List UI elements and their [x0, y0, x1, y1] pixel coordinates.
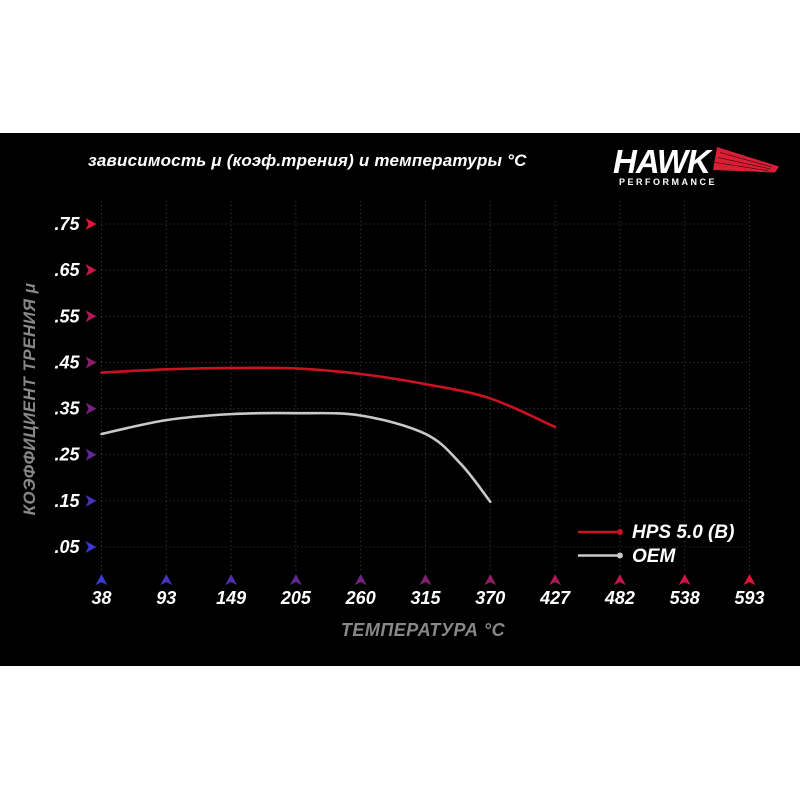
svg-text:.35: .35 [54, 399, 80, 419]
svg-text:.15: .15 [54, 491, 80, 511]
svg-text:.05: .05 [54, 537, 80, 557]
svg-text:482: 482 [604, 588, 635, 608]
svg-text:260: 260 [345, 588, 376, 608]
svg-text:370: 370 [475, 588, 505, 608]
svg-text:427: 427 [539, 588, 571, 608]
svg-text:93: 93 [156, 588, 176, 608]
svg-text:205: 205 [280, 588, 312, 608]
svg-text:OEM: OEM [632, 546, 676, 567]
svg-text:HPS 5.0 (B): HPS 5.0 (B) [632, 522, 734, 543]
svg-text:.75: .75 [54, 214, 80, 234]
svg-text:315: 315 [410, 588, 441, 608]
svg-text:538: 538 [670, 588, 700, 608]
svg-text:149: 149 [216, 588, 246, 608]
svg-text:38: 38 [91, 588, 111, 608]
svg-text:593: 593 [734, 588, 764, 608]
svg-text:ТЕМПЕРАТУРА °C: ТЕМПЕРАТУРА °C [341, 620, 506, 640]
svg-text:.55: .55 [54, 306, 80, 326]
svg-text:КОЭФФИЦИЕНТ ТРЕНИЯ μ: КОЭФФИЦИЕНТ ТРЕНИЯ μ [20, 282, 39, 515]
svg-text:.65: .65 [54, 260, 80, 280]
svg-text:.45: .45 [54, 352, 80, 372]
svg-text:.25: .25 [54, 445, 80, 465]
